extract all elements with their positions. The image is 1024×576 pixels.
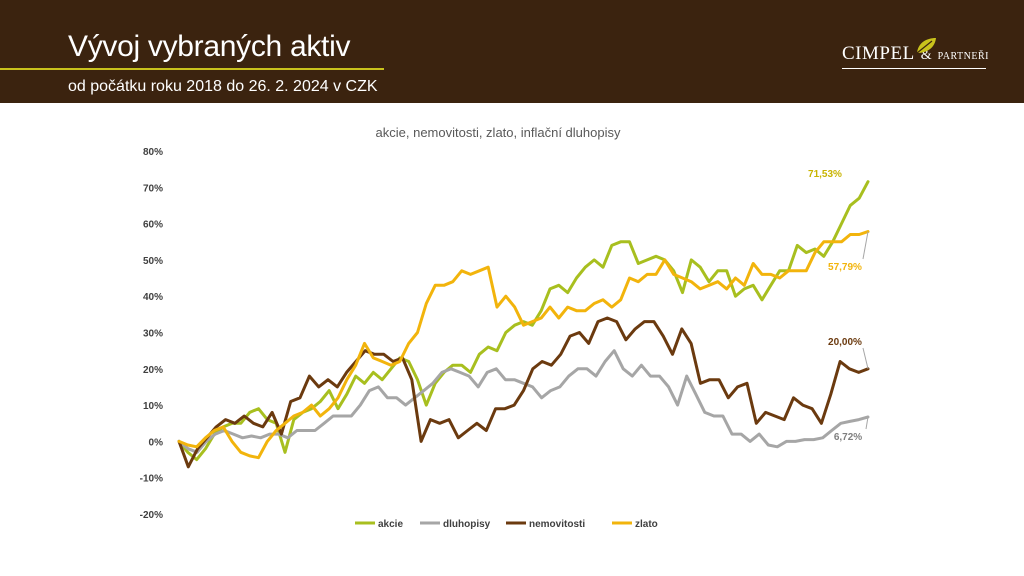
- title-underline: [0, 68, 384, 70]
- legend-label-zlato: zlato: [635, 519, 658, 530]
- series-line-dluhopisy: [177, 349, 870, 454]
- y-tick-label: 40%: [143, 292, 163, 303]
- legend-label-akcie: akcie: [378, 519, 403, 530]
- end-labels: 71,53% 6,72% 20,00% 57,79%: [808, 169, 869, 443]
- header-bar: Vývoj vybraných aktiv od počátku roku 20…: [0, 0, 1024, 103]
- y-tick-label: 10%: [143, 401, 163, 412]
- logo-underline: [842, 68, 986, 69]
- y-tick-label: 60%: [143, 220, 163, 231]
- legend-label-dluhopisy: dluhopisy: [443, 519, 491, 530]
- series-lines: [177, 180, 870, 469]
- page-title: Vývoj vybraných aktiv: [68, 30, 351, 63]
- y-tick-label: 20%: [143, 365, 163, 376]
- leaf-icon: [916, 38, 936, 54]
- legend-label-nemovitosti: nemovitosti: [529, 519, 585, 530]
- end-label-nemovitosti: 20,00%: [828, 337, 862, 348]
- logo-main-text: CIMPEL: [842, 43, 915, 64]
- end-label-akcie: 71,53%: [808, 169, 842, 180]
- y-tick-label: 0%: [149, 437, 164, 448]
- end-label-dluhopisy: 6,72%: [834, 432, 862, 443]
- logo-small-text: PARTNEŘI: [937, 51, 989, 62]
- end-label-zlato: 57,79%: [828, 262, 862, 273]
- y-tick-label: 50%: [143, 256, 163, 267]
- chart-legend: akcie dluhopisy nemovitosti zlato: [355, 519, 658, 530]
- y-tick-label: -10%: [140, 474, 163, 485]
- leader-line-nemovitosti: [862, 347, 869, 369]
- leader-line-dluhopisy: [865, 416, 869, 430]
- logo-ampersand: &: [920, 48, 932, 63]
- y-axis: -20% -10% 0% 10% 20% 30% 40% 50% 60% 70% 80%: [140, 147, 163, 521]
- y-tick-label: 30%: [143, 329, 163, 340]
- y-tick-label: 80%: [143, 147, 163, 158]
- leader-line-zlato: [862, 231, 869, 260]
- chart-title: akcie, nemovitosti, zlato, inflační dluh…: [376, 125, 621, 140]
- y-tick-label: -20%: [140, 510, 163, 521]
- y-tick-label: 70%: [143, 183, 163, 194]
- page-subtitle: od počátku roku 2018 do 26. 2. 2024 v CZ…: [68, 78, 378, 95]
- series-line-akcie: [177, 180, 870, 462]
- series-line-zlato: [177, 230, 870, 460]
- line-chart: akcie, nemovitosti, zlato, inflační dluh…: [140, 125, 870, 530]
- series-line-nemovitosti: [177, 316, 870, 469]
- company-logo: CIMPEL & PARTNEŘI: [842, 38, 989, 69]
